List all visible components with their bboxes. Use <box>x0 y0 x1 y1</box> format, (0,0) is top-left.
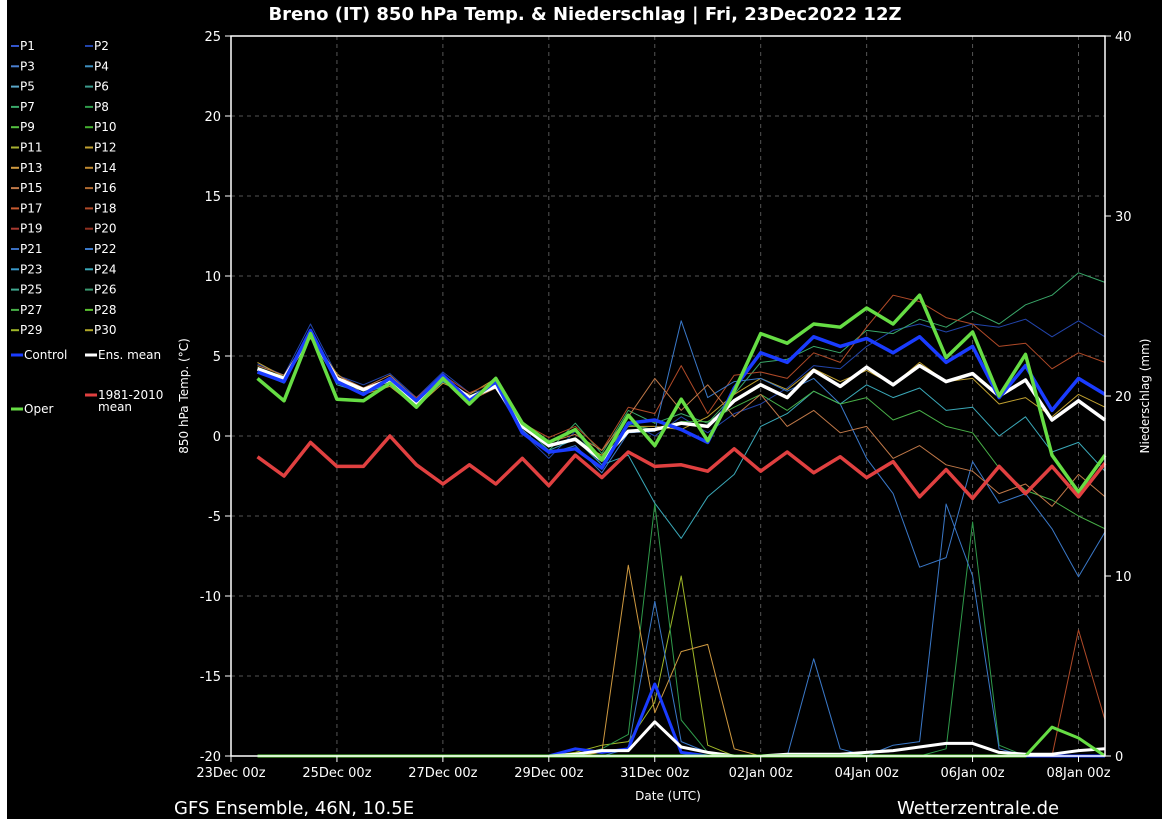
series-line <box>257 333 1106 507</box>
y-tick-label: 0 <box>213 430 221 445</box>
series-line <box>257 503 1105 757</box>
legend-label: P20 <box>94 222 117 236</box>
legend-label: P17 <box>20 201 43 215</box>
grid <box>230 35 1105 757</box>
legend-label: P5 <box>20 80 35 94</box>
legend-label: P23 <box>20 262 43 276</box>
series-line <box>256 328 1106 470</box>
legend-label: Control <box>24 348 67 362</box>
series-line <box>257 272 1106 455</box>
series-line <box>256 434 1107 501</box>
legend-label: P29 <box>20 323 43 337</box>
legend-label: P3 <box>20 59 35 73</box>
legend-label: P19 <box>20 222 43 236</box>
legend-label: Oper <box>24 402 53 416</box>
y2-tick-label: 10 <box>1115 570 1132 585</box>
series-line <box>257 575 1105 757</box>
y-tick-label: -10 <box>200 590 221 605</box>
legend-label: P10 <box>94 120 117 134</box>
series-line <box>257 318 1106 466</box>
y-tick-label: 20 <box>204 110 221 125</box>
legend-label: P26 <box>94 283 117 297</box>
y-axis-label: 850 hPa Temp. (°C) <box>177 338 191 454</box>
legend-label: P8 <box>94 100 109 114</box>
legend-label: P12 <box>94 141 117 155</box>
legend: P1 P2 P3 P4 P5 P6 P7 P8 P9 P10 P11 P12 P13 P14 P15 P16 P… <box>11 39 163 416</box>
y2-axis-label: Niederschlag (mm) <box>1138 339 1152 454</box>
legend-label: 1981-2010 <box>98 388 163 402</box>
x-tick-label: 27Dec 00z <box>408 766 477 781</box>
legend-label: P13 <box>20 161 43 175</box>
legend-label: P21 <box>20 242 43 256</box>
x-tick-label: 08Jan 00z <box>1046 766 1110 781</box>
y-tick-label: 10 <box>204 270 221 285</box>
y-tick-label: 15 <box>204 190 221 205</box>
plot-frame <box>230 35 1106 757</box>
chart-title: Breno (IT) 850 hPa Temp. & Niederschlag … <box>268 4 901 25</box>
series-line <box>257 564 1105 757</box>
series-lines <box>256 272 1107 758</box>
legend-label: P6 <box>94 80 109 94</box>
footer-brand: Wetterzentrale.de <box>897 798 1059 819</box>
legend-label: P14 <box>94 161 117 175</box>
y2-tick-label: 30 <box>1115 210 1132 225</box>
y2-tick-label: 40 <box>1115 30 1132 45</box>
legend-label: P30 <box>94 323 117 337</box>
y2-tick-label: 0 <box>1115 750 1123 765</box>
footer-source: GFS Ensemble, 46N, 10.5E <box>174 798 414 819</box>
legend-label: P16 <box>94 181 117 195</box>
legend-label: P24 <box>94 262 117 276</box>
legend-label: P7 <box>20 100 35 114</box>
legend-label: P1 <box>20 39 35 53</box>
axis-ticks: 25 20 15 10 5 0 -5 -10 -15 -20 40 30 20 10 0 23Dec 00z 2… <box>196 30 1131 781</box>
x-tick-label: 06Jan 00z <box>941 766 1005 781</box>
y-tick-label: -5 <box>208 510 221 525</box>
legend-label: P4 <box>94 59 109 73</box>
legend-label: P11 <box>20 141 43 155</box>
chart-frame: Breno (IT) 850 hPa Temp. & Niederschlag … <box>7 0 1162 819</box>
legend-label: P15 <box>20 181 43 195</box>
legend-label: P9 <box>20 120 35 134</box>
legend-label: P18 <box>94 201 117 215</box>
legend-label: Ens. mean <box>98 348 161 362</box>
x-tick-label: 23Dec 00z <box>196 766 265 781</box>
x-tick-label: 04Jan 00z <box>835 766 899 781</box>
legend-label: P27 <box>20 303 43 317</box>
y-tick-label: -15 <box>200 670 221 685</box>
legend-label: P2 <box>94 39 109 53</box>
x-tick-label: 31Dec 00z <box>620 766 689 781</box>
x-tick-label: 25Dec 00z <box>302 766 371 781</box>
y-tick-label: -20 <box>200 750 221 765</box>
ensemble-chart: Breno (IT) 850 hPa Temp. & Niederschlag … <box>11 4 1152 819</box>
x-axis-label: Date (UTC) <box>635 789 701 803</box>
y-tick-label: 25 <box>204 30 221 45</box>
series-line <box>257 329 1106 539</box>
x-tick-label: 29Dec 00z <box>514 766 583 781</box>
legend-label: P25 <box>20 283 43 297</box>
series-line <box>257 629 1106 757</box>
legend-label: P22 <box>94 242 117 256</box>
series-line <box>256 293 1107 494</box>
legend-label-continued: mean <box>98 400 132 414</box>
legend-label: P28 <box>94 303 117 317</box>
y2-tick-label: 20 <box>1115 390 1132 405</box>
y-tick-label: 5 <box>213 350 221 365</box>
x-tick-label: 02Jan 00z <box>729 766 793 781</box>
series-line <box>257 294 1106 451</box>
